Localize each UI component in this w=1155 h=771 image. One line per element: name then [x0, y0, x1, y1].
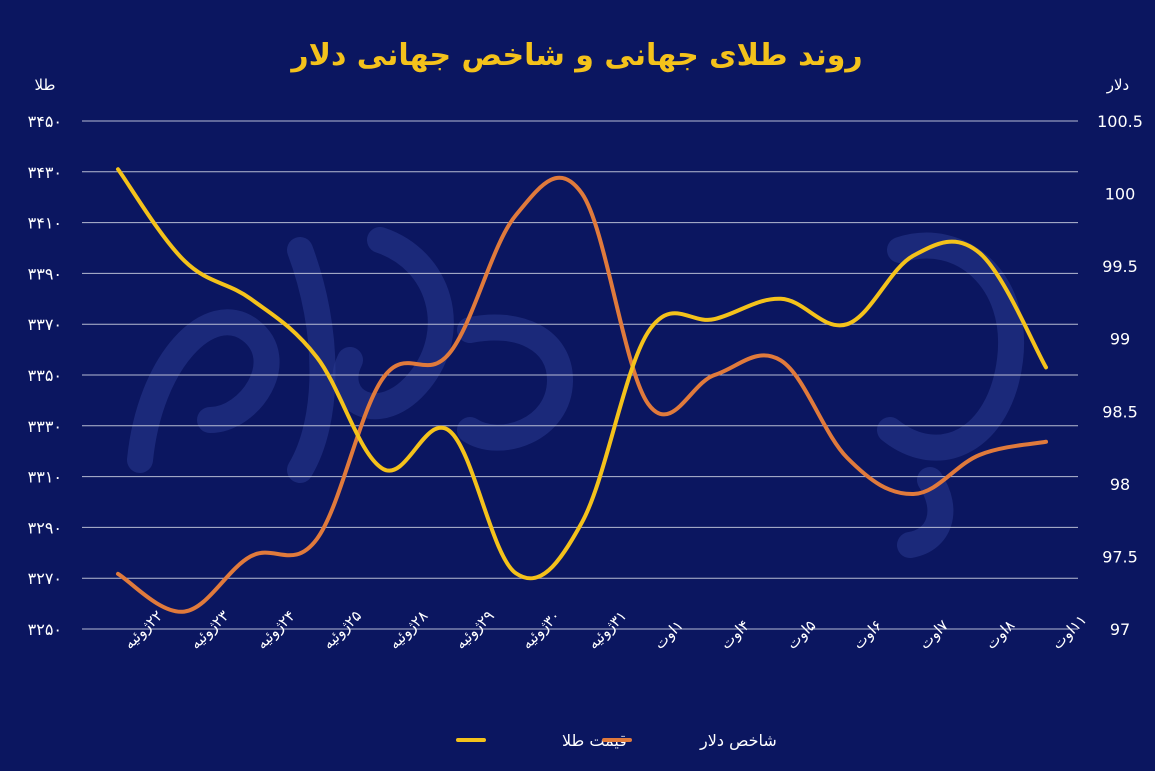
x-tick-label: ۳۰ژوئیه [518, 607, 564, 653]
x-tick-label: ۵اوت [783, 616, 819, 652]
x-tick-label: ۱۱اوت [1048, 611, 1090, 653]
left-axis-unit: طلا [35, 76, 56, 94]
left-tick-label: ۳۳۱۰ [28, 468, 62, 487]
left-tick-label: ۳۴۳۰ [28, 163, 62, 182]
dollar-index-line [116, 175, 1048, 614]
left-tick-label: ۳۲۷۰ [28, 569, 62, 588]
chart-title: روند طلای جهانی و شاخص جهانی دلار [289, 38, 862, 73]
x-tick-label: ۲۸ژوئیه [385, 607, 431, 653]
left-tick-label: ۳۴۵۰ [28, 112, 62, 131]
x-tick-label: ۲۴ژوئیه [253, 607, 299, 653]
right-tick-label: 99.5 [1102, 257, 1138, 276]
watermark-logo [127, 227, 1025, 558]
x-tick-label: ۶اوت [849, 616, 885, 652]
x-tick-label: ۸اوت [982, 616, 1018, 652]
x-tick-label: ۷اوت [916, 616, 952, 652]
x-axis-ticks: ۲۲ژوئیه ۲۳ژوئیه ۲۴ژوئیه ۲۵ژوئیه ۲۸ژوئیه ۲۹ژوئ… [120, 607, 1090, 653]
left-tick-label: ۳۲۵۰ [28, 620, 62, 639]
legend-label-gold: قیمت طلا [562, 731, 627, 750]
legend-label-dollar: شاخص دلار [699, 731, 777, 751]
left-tick-label: ۳۳۷۰ [28, 315, 62, 334]
right-tick-label: 100 [1105, 185, 1136, 204]
right-axis-unit: دلار [1106, 76, 1129, 94]
left-axis-ticks: ۳۴۵۰ ۳۴۳۰ ۳۴۱۰ ۳۳۹۰ ۳۳۷۰ ۳۳۵۰ ۳۳۳۰ ۳۳۱۰ ۳۲۹۰ ۳۲۷۰… [28, 112, 62, 639]
x-tick-label: ۳۱ژوئیه [584, 607, 630, 653]
right-tick-label: 98.5 [1102, 402, 1138, 421]
legend: قیمت طلا شاخص دلار [456, 731, 777, 751]
x-tick-label: ۲۳ژوئیه [186, 607, 232, 653]
gold-price-line [116, 167, 1048, 581]
left-tick-label: ۳۳۹۰ [28, 264, 62, 283]
right-tick-label: 97 [1110, 620, 1130, 639]
left-tick-label: ۳۴۱۰ [28, 214, 62, 233]
x-tick-label: ۲۵ژوئیه [319, 607, 365, 653]
right-axis-ticks: 100.5 100 99.5 99 98.5 98 97.5 97 [1097, 112, 1143, 639]
right-tick-label: 99 [1110, 330, 1130, 349]
left-tick-label: ۳۳۵۰ [28, 366, 62, 385]
x-tick-label: ۲۲ژوئیه [120, 607, 166, 653]
right-tick-label: 98 [1110, 475, 1130, 494]
left-tick-label: ۳۲۹۰ [28, 518, 62, 537]
x-tick-label: ۴اوت [717, 616, 753, 652]
right-tick-label: 97.5 [1102, 547, 1138, 566]
right-tick-label: 100.5 [1097, 112, 1143, 131]
series-lines [116, 167, 1048, 614]
left-tick-label: ۳۳۳۰ [28, 417, 62, 436]
x-tick-label: ۲۹ژوئیه [452, 607, 498, 653]
x-tick-label: ۱اوت [650, 616, 686, 652]
gridlines [82, 120, 1078, 630]
